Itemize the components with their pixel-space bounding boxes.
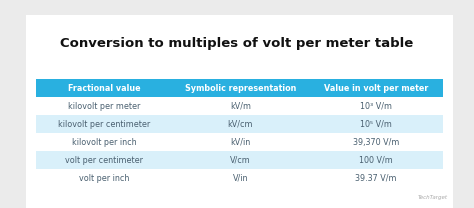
Text: kV/m: kV/m [230,102,251,111]
Text: Symbolic representation: Symbolic representation [185,84,296,93]
Text: Conversion to multiples of volt per meter table: Conversion to multiples of volt per mete… [60,37,414,50]
Text: kilovolt per centimeter: kilovolt per centimeter [58,120,150,129]
Text: V/cm: V/cm [230,156,251,165]
Text: TechTarget: TechTarget [418,195,448,200]
Text: 10³ V/m: 10³ V/m [360,102,392,111]
Text: kV/in: kV/in [230,138,251,147]
Text: Value in volt per meter: Value in volt per meter [324,84,428,93]
FancyBboxPatch shape [26,15,453,208]
Text: 10⁵ V/m: 10⁵ V/m [360,120,392,129]
Text: V/in: V/in [233,174,248,183]
Text: 39,370 V/m: 39,370 V/m [353,138,399,147]
FancyBboxPatch shape [36,151,443,169]
FancyBboxPatch shape [36,97,443,115]
Text: volt per centimeter: volt per centimeter [65,156,143,165]
FancyBboxPatch shape [36,79,443,97]
Text: kilovolt per meter: kilovolt per meter [68,102,140,111]
FancyBboxPatch shape [36,133,443,151]
FancyBboxPatch shape [36,169,443,187]
Text: 39.37 V/m: 39.37 V/m [355,174,397,183]
Text: kV/cm: kV/cm [228,120,253,129]
Text: kilovolt per inch: kilovolt per inch [72,138,136,147]
FancyBboxPatch shape [36,115,443,133]
Text: volt per inch: volt per inch [79,174,129,183]
Text: Fractional value: Fractional value [67,84,140,93]
Text: 100 V/m: 100 V/m [359,156,393,165]
